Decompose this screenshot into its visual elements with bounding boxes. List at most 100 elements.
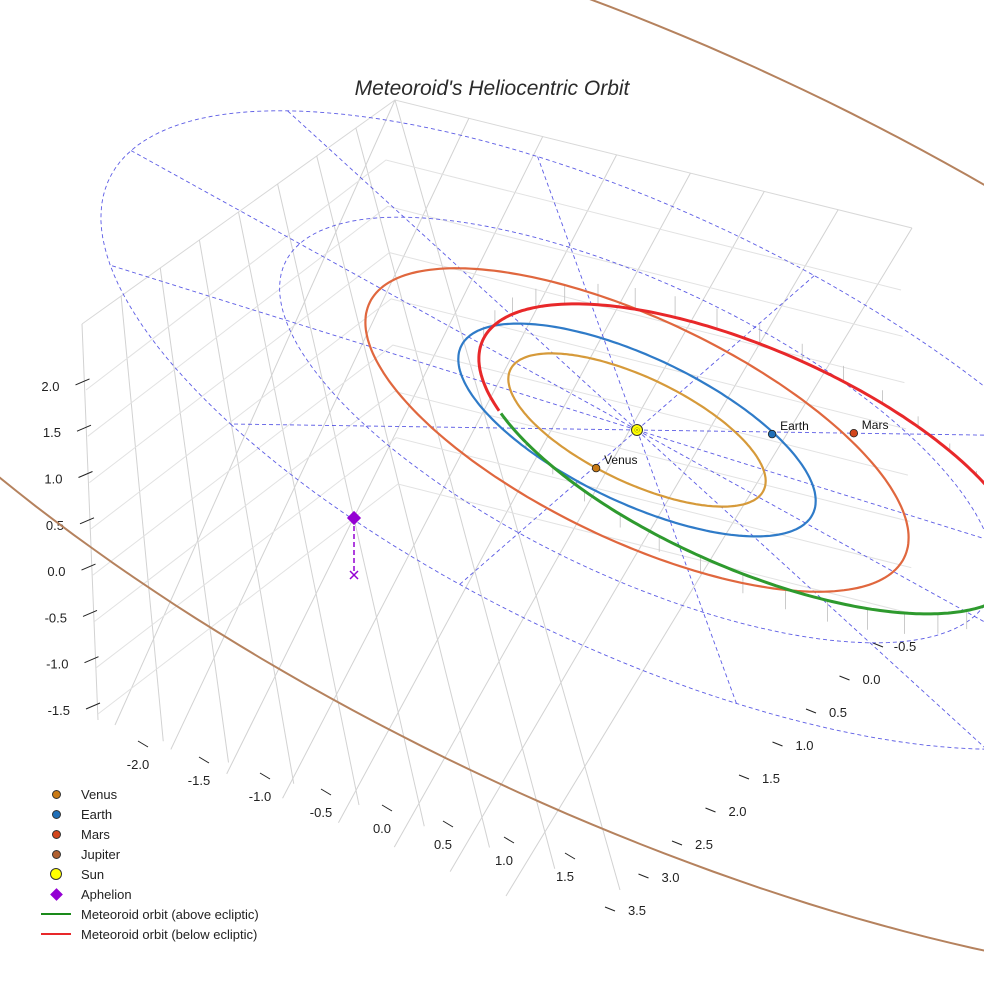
gridline-z (89, 252, 905, 483)
x-tick-mark (564, 852, 576, 860)
y-tick-mark (772, 741, 783, 747)
legend-label: Meteoroid orbit (above ecliptic) (81, 906, 259, 922)
legend: Venus Earth Mars Jupiter Sun Aphelion Meteoroi… (40, 784, 259, 944)
gridline-z (87, 205, 903, 437)
ecliptic-radial-line (287, 110, 638, 431)
legend-item: Meteoroid orbit (below ecliptic) (40, 924, 259, 944)
z-tick-label: -1.0 (46, 657, 68, 672)
x-tick-label: 1.5 (556, 869, 574, 884)
gridline-y (198, 239, 295, 784)
legend-swatch (51, 849, 61, 859)
gridline-x (114, 99, 396, 726)
venus-marker (591, 463, 601, 473)
x-tick-mark (320, 788, 332, 796)
legend-swatch (41, 933, 71, 935)
aphelion-projection-marker (349, 570, 359, 580)
z-tick-label: 1.5 (43, 425, 61, 440)
legend-label: Sun (81, 866, 105, 882)
ecliptic-radial-line (230, 423, 638, 431)
bodies: Venus Earth Mars ☉ (346, 418, 889, 580)
ecliptic-radial-line (110, 264, 638, 431)
y-tick-label: 0.5 (829, 705, 847, 720)
mars-label: Mars (862, 418, 889, 432)
z-tick-mark (79, 517, 95, 525)
gridline-y (394, 99, 621, 891)
ecliptic-grid (100, 110, 984, 750)
legend-label: Meteoroid orbit (below ecliptic) (81, 926, 258, 942)
x-tick-mark (259, 772, 271, 780)
y-tick-label: 1.5 (762, 771, 780, 786)
meteoroid-orbit-above (525, 441, 984, 616)
legend-symbol (40, 904, 72, 924)
x-tick-label: -1.0 (249, 789, 271, 804)
x-tick-mark (381, 804, 393, 812)
gridline-z (97, 483, 914, 715)
y-tick-mark (705, 807, 716, 813)
z-tick-label: 1.0 (44, 472, 62, 487)
legend-label: Earth (81, 806, 113, 822)
legend-symbol (40, 864, 72, 884)
legend-symbol (40, 924, 72, 944)
gridline-x (449, 209, 839, 872)
earth-label: Earth (780, 419, 809, 433)
legend-label: Jupiter (81, 846, 121, 862)
mars-marker (849, 429, 858, 438)
gridline-z (95, 437, 912, 669)
legend-symbol (40, 844, 72, 864)
x-tick-label: 0.5 (434, 837, 452, 852)
legend-item: Sun (40, 864, 259, 884)
legend-item: Mars (40, 824, 259, 844)
meteoroid-orbit (477, 302, 984, 616)
x-tick-label: 0.0 (373, 821, 391, 836)
x-tick-label: 1.0 (495, 853, 513, 868)
earth-marker (767, 429, 777, 439)
legend-swatch (49, 887, 63, 901)
legend-swatch (50, 868, 62, 880)
meteoroid-orbit-above (499, 412, 528, 444)
ecliptic-radial-line (636, 429, 984, 748)
y-tick-mark (738, 774, 750, 780)
y-tick-mark (604, 906, 616, 912)
legend-symbol (40, 824, 72, 844)
x-tick-label: -1.5 (188, 773, 210, 788)
gridline-z (90, 298, 907, 530)
gridline-x (226, 136, 544, 775)
legend-item: Meteoroid orbit (above ecliptic) (40, 904, 259, 924)
y-tick-label: 3.0 (661, 870, 679, 885)
z-tick-mark (85, 702, 101, 710)
gridline-z (85, 159, 902, 391)
legend-swatch (41, 913, 71, 915)
ecliptic-radial-line (130, 150, 638, 431)
back-pane-left (82, 100, 397, 720)
y-tick-label: -0.5 (894, 639, 916, 654)
gridline-x (337, 172, 691, 823)
legend-symbol (40, 884, 72, 904)
z-tick-mark (78, 471, 93, 478)
x-tick-mark (137, 740, 149, 748)
ecliptic-radial-line (636, 429, 984, 623)
legend-item: Aphelion (40, 884, 259, 904)
gridline-y (120, 295, 164, 742)
ecliptic-radial-line (636, 429, 984, 540)
gridline-z (94, 390, 910, 622)
y-tick-label: 2.0 (728, 804, 746, 819)
legend-label: Mars (81, 826, 110, 842)
legend-swatch (51, 789, 61, 799)
z-tick-mark (84, 656, 99, 664)
gridline-y (238, 211, 360, 806)
x-tick-mark (503, 836, 515, 844)
meteoroid-orbit-below (477, 302, 984, 486)
axis-ticks: -2.0 -1.5 -1.0 -0.5 0.0 0.5 1.0 1.5 -0.5 0.0 0.5 1.… (41, 378, 916, 918)
gridline-y (81, 323, 99, 721)
x-tick-mark (442, 820, 454, 828)
ecliptic-circle (279, 216, 984, 644)
gridline-y (277, 183, 425, 827)
legend-label: Venus (81, 786, 118, 802)
legend-swatch (51, 809, 61, 819)
sun-marker (631, 424, 643, 436)
gridline-y (159, 267, 229, 763)
legend-swatch (51, 829, 61, 839)
